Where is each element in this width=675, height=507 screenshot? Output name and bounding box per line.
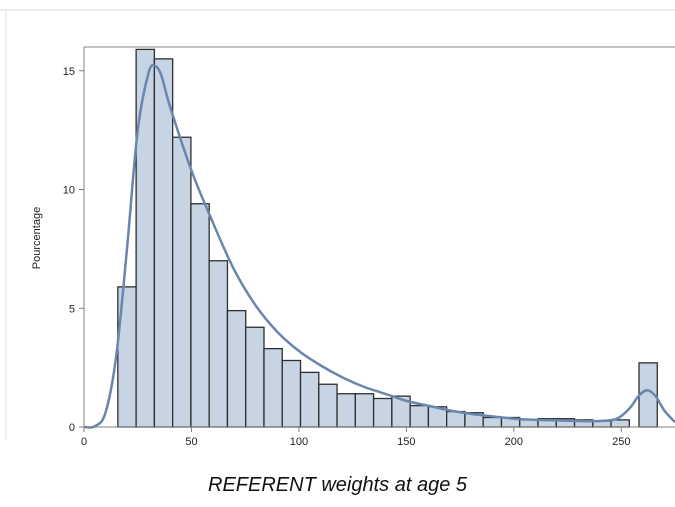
x-tick-label-150: 150 xyxy=(397,436,415,448)
histogram-bar-5 xyxy=(208,260,229,428)
histogram-bar-9 xyxy=(281,359,302,428)
ticks-group: 0 50 100 150 200 250 0 5 10 15 xyxy=(63,66,631,448)
histogram-bar-1 xyxy=(135,48,156,428)
histogram-bar-10 xyxy=(299,371,320,428)
histogram-bar-13 xyxy=(354,393,375,428)
x-tick-label-50: 50 xyxy=(185,436,197,448)
y-tick-label-10: 10 xyxy=(63,185,75,197)
figure-caption: REFERENT weights at age 5 xyxy=(208,474,467,496)
histogram-bar-3 xyxy=(171,136,192,428)
histogram-bar-20 xyxy=(482,416,503,428)
x-tick-label-0: 0 xyxy=(81,436,87,448)
x-tick-label-200: 200 xyxy=(505,436,523,448)
histogram-bar-16 xyxy=(409,404,430,428)
histogram-bar-12 xyxy=(336,393,356,428)
y-tick-label-0: 0 xyxy=(69,422,75,434)
histogram-bar-14 xyxy=(372,397,393,428)
y-tick-label-15: 15 xyxy=(63,66,75,78)
histogram-bar-4 xyxy=(190,203,210,428)
histogram-bar-7 xyxy=(245,326,265,428)
y-tick-label-5: 5 xyxy=(69,303,75,315)
bars-group xyxy=(117,48,658,428)
histogram-bar-11 xyxy=(318,383,338,428)
axes-group xyxy=(83,46,675,428)
x-tick-label-250: 250 xyxy=(612,436,630,448)
histogram-bar-8 xyxy=(263,347,283,428)
density-curve xyxy=(83,64,675,429)
x-tick-label-100: 100 xyxy=(290,436,308,448)
histogram-bar-6 xyxy=(226,309,247,428)
y-axis-label: Pourcentage xyxy=(31,207,43,269)
histogram-bar-2 xyxy=(153,58,174,428)
